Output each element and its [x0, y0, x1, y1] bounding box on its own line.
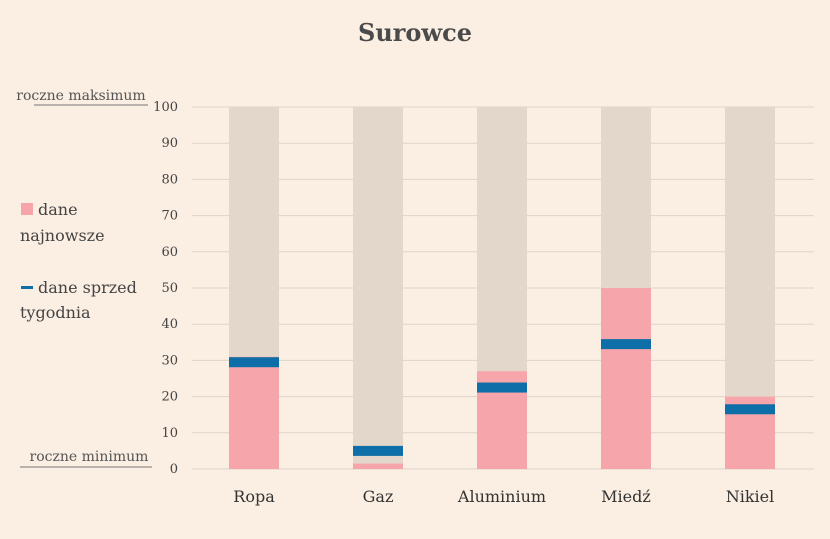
- previous-marker: [725, 404, 775, 415]
- previous-marker: [229, 357, 279, 368]
- latest-bar: [353, 463, 403, 469]
- x-tick-label: Ropa: [233, 487, 275, 506]
- previous-marker: [601, 339, 651, 350]
- legend-previous-label-2: tygodnia: [20, 303, 91, 322]
- y-tick-label: 50: [161, 281, 178, 296]
- legend-previous-swatch: [21, 286, 33, 289]
- bars: [229, 107, 775, 469]
- y-tick-label: 30: [161, 353, 178, 368]
- legend-latest-swatch: [21, 203, 33, 215]
- x-tick-label: Gaz: [363, 487, 394, 506]
- legend-latest-label-1: dane: [38, 200, 78, 219]
- y-tick-label: 70: [161, 209, 178, 224]
- range-min-label: roczne minimum: [30, 449, 149, 465]
- chart-title: Surowce: [358, 18, 472, 47]
- latest-bar: [601, 288, 651, 469]
- latest-bar: [229, 356, 279, 469]
- y-tick-label: 100: [153, 100, 178, 115]
- x-axis: Ropa Gaz Aluminium Miedź Nikiel: [233, 487, 774, 506]
- y-tick-label: 20: [161, 390, 178, 405]
- y-tick-label: 0: [170, 462, 178, 477]
- y-tick-label: 60: [161, 245, 178, 260]
- legend-latest-label-2: najnowsze: [20, 226, 105, 245]
- legend-previous-label-1: dane sprzed: [38, 278, 137, 297]
- x-tick-label: Aluminium: [457, 487, 546, 506]
- y-tick-label: 80: [161, 172, 178, 187]
- legend: dane najnowsze dane sprzed tygodnia: [20, 200, 137, 322]
- range-max-label: roczne maksimum: [16, 88, 145, 104]
- y-tick-label: 40: [161, 317, 178, 332]
- x-tick-label: Miedź: [601, 487, 651, 506]
- y-tick-label: 10: [161, 426, 178, 441]
- previous-marker: [477, 382, 527, 393]
- y-axis: 0 10 20 30 40 50 60 70 80 90 100: [153, 100, 178, 477]
- range-bar: [353, 107, 403, 469]
- y-tick-label: 90: [161, 136, 178, 151]
- previous-marker: [353, 445, 403, 456]
- x-tick-label: Nikiel: [726, 487, 775, 506]
